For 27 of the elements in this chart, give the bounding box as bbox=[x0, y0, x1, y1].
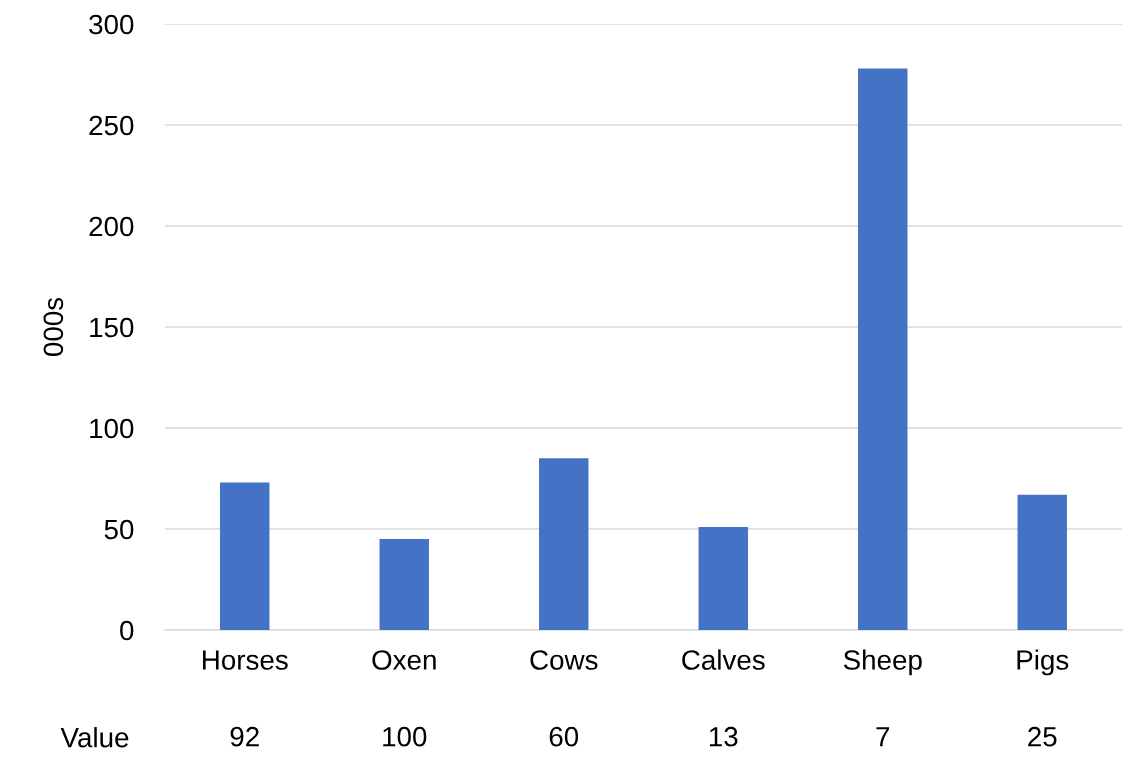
text: 25 bbox=[1028, 726, 1057, 747]
text: 60 bbox=[549, 726, 579, 747]
text: Value bbox=[60, 727, 129, 748]
bar bbox=[698, 526, 748, 630]
x-tick-label: Sheep bbox=[843, 649, 922, 676]
x-tick-label: Cows bbox=[530, 650, 598, 670]
x-tick-label: Horses bbox=[203, 650, 288, 670]
bar bbox=[220, 482, 270, 630]
y-tick-label: 100 bbox=[90, 418, 134, 439]
bar bbox=[858, 68, 908, 630]
y-tick-label: 150 bbox=[90, 317, 134, 338]
bar bbox=[379, 539, 429, 630]
text: 7 bbox=[876, 727, 890, 747]
y-tick-label: 50 bbox=[104, 519, 134, 540]
text: 100 bbox=[383, 726, 427, 747]
text: 13 bbox=[709, 726, 738, 747]
y-tick-label: 250 bbox=[89, 115, 134, 136]
x-tick-label: Oxen bbox=[372, 650, 436, 670]
x-tick-label: Pigs bbox=[1017, 649, 1069, 676]
y-tick-label: 300 bbox=[89, 14, 134, 35]
text: 92 bbox=[230, 726, 259, 747]
x-tick-label: Calves bbox=[682, 649, 765, 670]
bar bbox=[539, 458, 589, 630]
y-tick-label: 0 bbox=[120, 620, 134, 641]
bar bbox=[1017, 494, 1067, 630]
y-axis-title: 000s bbox=[43, 297, 64, 357]
y-tick-label: 200 bbox=[89, 216, 134, 237]
